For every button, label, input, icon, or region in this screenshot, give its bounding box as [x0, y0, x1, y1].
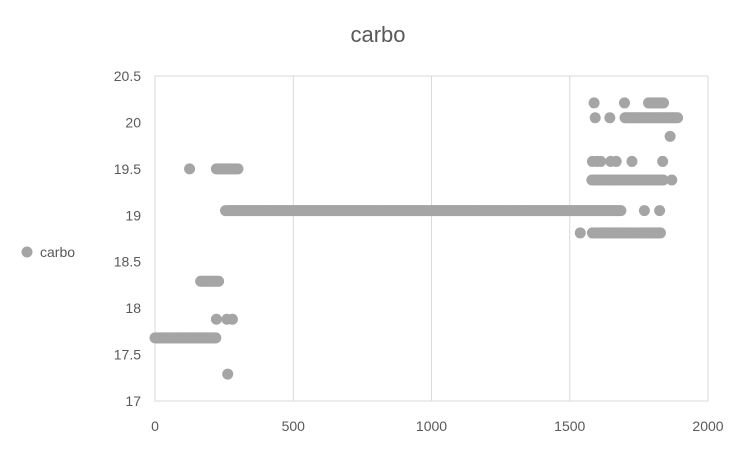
- y-tick-label: 17: [125, 393, 141, 409]
- data-point: [210, 332, 222, 344]
- data-point: [657, 174, 669, 186]
- data-point: [654, 205, 666, 217]
- y-tick-label: 18.5: [114, 254, 141, 270]
- data-point: [184, 163, 196, 175]
- data-point: [210, 313, 222, 325]
- data-points: [149, 97, 684, 380]
- y-tick-label: 19: [125, 207, 141, 223]
- data-point: [672, 112, 684, 124]
- legend-marker: [21, 246, 33, 258]
- data-point: [589, 112, 601, 124]
- data-point: [226, 313, 238, 325]
- x-tick-label: 500: [282, 418, 306, 434]
- data-point: [619, 97, 630, 109]
- data-point: [638, 205, 650, 217]
- data-point: [666, 174, 678, 186]
- chart-title: carbo: [350, 22, 405, 47]
- axes: 0 500 1000 1500 2000 17 17.5 18 18.5 19 19.5 20 20.5: [114, 68, 724, 434]
- data-point: [610, 155, 622, 167]
- data-point: [615, 205, 627, 217]
- x-tick-label: 2000: [692, 418, 723, 434]
- y-tick-label: 17.5: [114, 347, 141, 363]
- y-tick-label: 18: [125, 300, 141, 316]
- data-point: [213, 275, 225, 287]
- y-tick-label: 19.5: [114, 161, 141, 177]
- data-point: [222, 368, 234, 380]
- data-point: [574, 227, 586, 239]
- data-point: [595, 155, 607, 167]
- legend: carbo: [21, 244, 75, 260]
- x-tick-label: 0: [151, 418, 159, 434]
- y-tick-label: 20: [125, 114, 141, 130]
- data-point: [657, 155, 669, 167]
- x-tick-label: 1500: [554, 418, 585, 434]
- data-point: [626, 155, 638, 167]
- x-tick-label: 1000: [416, 418, 447, 434]
- data-point: [664, 130, 676, 142]
- data-point: [232, 163, 244, 175]
- y-tick-label: 20.5: [114, 68, 141, 84]
- data-point: [654, 227, 666, 239]
- data-point: [657, 97, 669, 109]
- gridlines: [154, 75, 709, 402]
- data-point: [588, 97, 600, 109]
- data-point: [604, 112, 616, 124]
- legend-label: carbo: [40, 244, 75, 260]
